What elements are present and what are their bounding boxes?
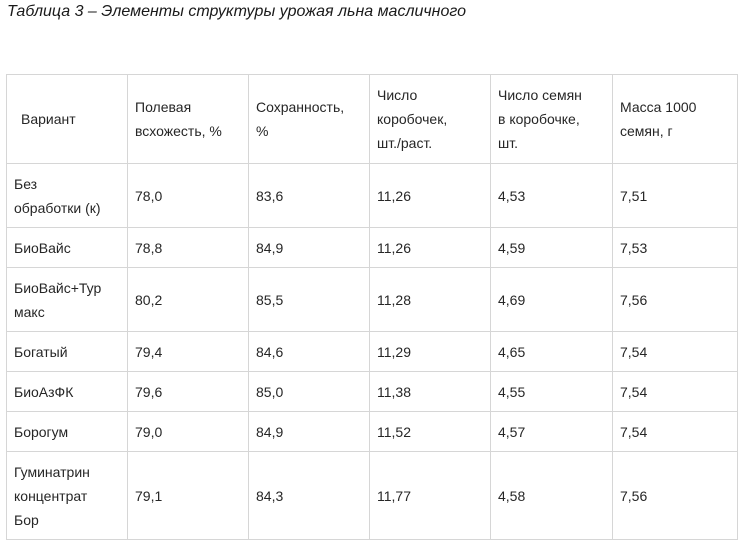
- header-seeds-per-capsule: Число семян в коробочке, шт.: [490, 74, 613, 164]
- yield-structure-table: Вариант Полевая всхожесть, % Сохранность…: [6, 74, 738, 540]
- value-cell: 78,0: [127, 163, 249, 228]
- header-row: Вариант Полевая всхожесть, % Сохранность…: [6, 74, 738, 164]
- value-cell: 4,57: [490, 411, 613, 452]
- value-cell: 84,3: [248, 451, 370, 540]
- value-cell: 11,26: [369, 163, 491, 228]
- value-cell: 79,6: [127, 371, 249, 412]
- variant-cell: БиоАзФК: [6, 371, 128, 412]
- table-row: Борогум 79,0 84,9 11,52 4,57 7,54: [6, 411, 738, 452]
- value-cell: 11,28: [369, 267, 491, 332]
- value-cell: 4,65: [490, 331, 613, 372]
- value-cell: 11,26: [369, 227, 491, 268]
- value-cell: 83,6: [248, 163, 370, 228]
- table-caption: Таблица 3 – Элементы структуры урожая ль…: [7, 3, 466, 20]
- value-cell: 4,55: [490, 371, 613, 412]
- variant-cell: Богатый: [6, 331, 128, 372]
- value-cell: 7,54: [612, 331, 738, 372]
- value-cell: 7,56: [612, 451, 738, 540]
- value-cell: 7,54: [612, 411, 738, 452]
- variant-cell: Гуминатрин концентрат Бор: [6, 451, 128, 540]
- variant-cell: БиоВайс: [6, 227, 128, 268]
- value-cell: 4,59: [490, 227, 613, 268]
- value-cell: 78,8: [127, 227, 249, 268]
- table-row: Богатый 79,4 84,6 11,29 4,65 7,54: [6, 331, 738, 372]
- value-cell: 84,9: [248, 411, 370, 452]
- value-cell: 85,0: [248, 371, 370, 412]
- variant-cell: Борогум: [6, 411, 128, 452]
- value-cell: 85,5: [248, 267, 370, 332]
- value-cell: 4,53: [490, 163, 613, 228]
- value-cell: 11,52: [369, 411, 491, 452]
- value-cell: 7,51: [612, 163, 738, 228]
- header-survival: Сохранность, %: [248, 74, 370, 164]
- value-cell: 11,38: [369, 371, 491, 412]
- value-cell: 4,58: [490, 451, 613, 540]
- value-cell: 79,1: [127, 451, 249, 540]
- value-cell: 7,56: [612, 267, 738, 332]
- header-capsules-per-plant: Число коробочек, шт./раст.: [369, 74, 491, 164]
- variant-cell: Без обработки (к): [6, 163, 128, 228]
- table-row: БиоВайс 78,8 84,9 11,26 4,59 7,53: [6, 227, 738, 268]
- value-cell: 7,53: [612, 227, 738, 268]
- value-cell: 7,54: [612, 371, 738, 412]
- value-cell: 11,77: [369, 451, 491, 540]
- table-row: БиоВайс+Тур макс 80,2 85,5 11,28 4,69 7,…: [6, 267, 738, 332]
- value-cell: 4,69: [490, 267, 613, 332]
- value-cell: 80,2: [127, 267, 249, 332]
- value-cell: 84,6: [248, 331, 370, 372]
- header-thousand-seed-weight: Масса 1000 семян, г: [612, 74, 738, 164]
- value-cell: 11,29: [369, 331, 491, 372]
- value-cell: 79,4: [127, 331, 249, 372]
- header-field-germination: Полевая всхожесть, %: [127, 74, 249, 164]
- value-cell: 79,0: [127, 411, 249, 452]
- table-row: Без обработки (к) 78,0 83,6 11,26 4,53 7…: [6, 163, 738, 228]
- table-row: БиоАзФК 79,6 85,0 11,38 4,55 7,54: [6, 371, 738, 412]
- table-row: Гуминатрин концентрат Бор 79,1 84,3 11,7…: [6, 451, 738, 540]
- variant-cell: БиоВайс+Тур макс: [6, 267, 128, 332]
- header-variant: Вариант: [6, 74, 128, 164]
- value-cell: 84,9: [248, 227, 370, 268]
